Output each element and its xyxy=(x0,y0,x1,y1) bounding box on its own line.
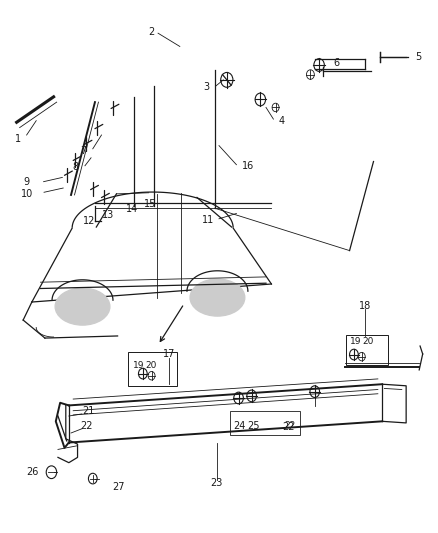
Text: 10: 10 xyxy=(21,189,33,199)
Text: 23: 23 xyxy=(211,478,223,488)
Text: 19: 19 xyxy=(350,337,362,346)
Text: 20: 20 xyxy=(363,337,374,346)
Text: 22: 22 xyxy=(284,421,295,430)
Text: 9: 9 xyxy=(24,176,30,187)
Text: 8: 8 xyxy=(73,163,79,172)
Text: 21: 21 xyxy=(82,406,95,416)
Text: 24: 24 xyxy=(234,421,246,431)
Text: 26: 26 xyxy=(27,467,39,477)
Text: 4: 4 xyxy=(279,116,285,126)
Text: 3: 3 xyxy=(203,82,209,92)
Text: 16: 16 xyxy=(242,161,254,171)
Ellipse shape xyxy=(55,288,110,325)
Text: 19: 19 xyxy=(133,361,145,370)
Text: 22: 22 xyxy=(80,421,92,431)
Text: 15: 15 xyxy=(144,199,156,209)
Text: 12: 12 xyxy=(83,216,95,227)
Text: 1: 1 xyxy=(15,134,21,144)
Text: 5: 5 xyxy=(415,52,421,62)
Text: 6: 6 xyxy=(333,59,339,68)
Text: 13: 13 xyxy=(102,210,115,220)
Ellipse shape xyxy=(190,279,245,316)
Text: 27: 27 xyxy=(113,481,125,491)
Text: 25: 25 xyxy=(247,421,260,431)
Text: 17: 17 xyxy=(163,349,176,359)
Text: 11: 11 xyxy=(202,215,215,225)
Text: 2: 2 xyxy=(148,27,155,37)
Text: 7: 7 xyxy=(81,146,87,156)
Text: 14: 14 xyxy=(126,204,138,214)
Text: 22: 22 xyxy=(283,422,295,432)
Text: 20: 20 xyxy=(145,361,157,370)
Text: 18: 18 xyxy=(359,301,371,311)
